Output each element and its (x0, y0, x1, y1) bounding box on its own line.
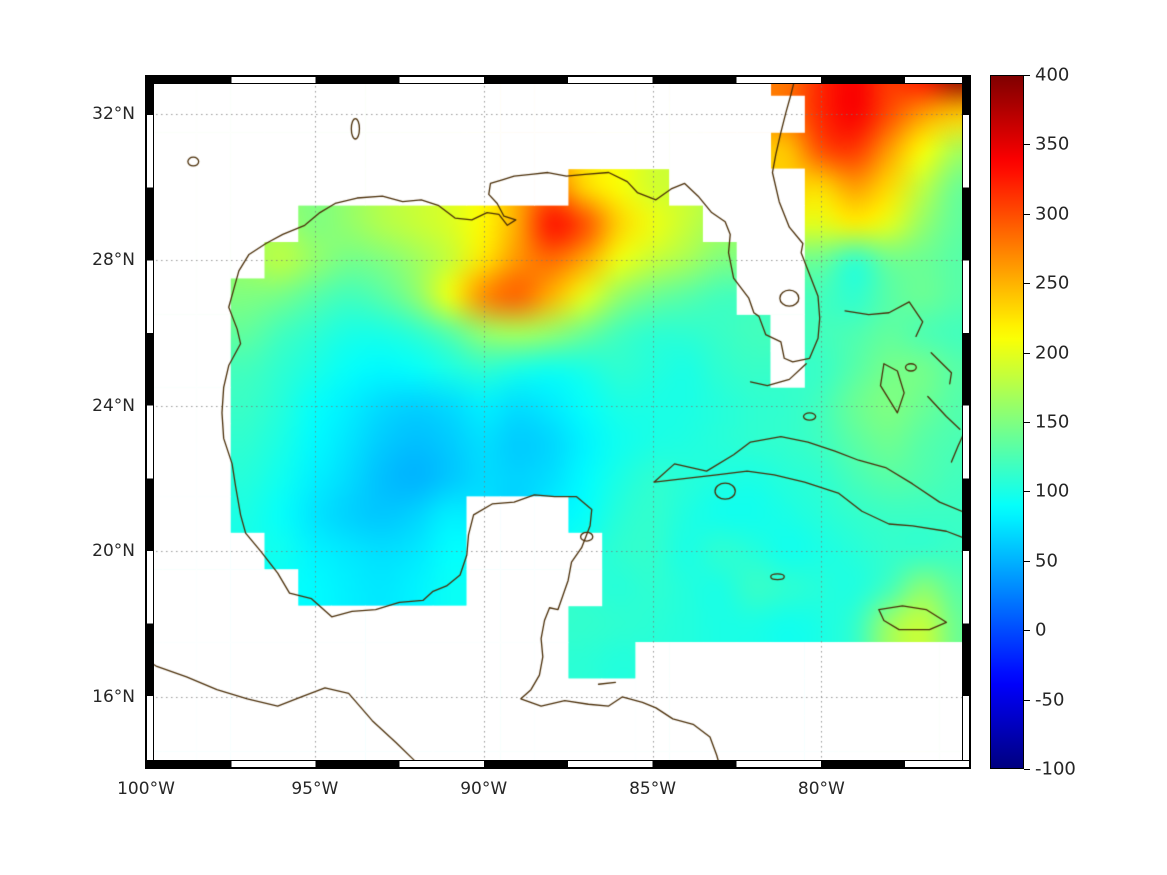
colorbar-tick-label: 200 (1035, 342, 1070, 364)
colorbar-tick-mark (1024, 352, 1030, 354)
colorbar-tick-label: 50 (1035, 550, 1058, 572)
colorbar-tick-mark (1024, 630, 1030, 632)
colorbar-tick-label: -50 (1035, 689, 1065, 711)
colorbar-tick-mark (1024, 75, 1030, 76)
x-axis-tick-label: 100°W (117, 779, 175, 799)
colorbar-tick-label: 250 (1035, 272, 1070, 294)
map-frame-zebra-left (146, 76, 154, 768)
colorbar-tick-mark (1024, 491, 1030, 493)
colorbar-tick-label: 100 (1035, 480, 1070, 502)
colorbar (990, 75, 1024, 769)
x-axis-tick-label: 80°W (797, 779, 845, 799)
y-axis-tick-label: 20°N (92, 541, 135, 562)
y-axis-tick-label: 16°N (92, 686, 135, 707)
colorbar-tick-label: -100 (1035, 758, 1076, 780)
x-axis-tick-label: 85°W (629, 779, 677, 799)
colorbar-tick-label: 400 (1035, 64, 1070, 86)
x-axis-tick-label: 90°W (460, 779, 508, 799)
colorbar-tick-label: 0 (1035, 619, 1047, 641)
colorbar-tick-mark (1024, 422, 1030, 423)
colorbar-tick-mark (1024, 560, 1030, 562)
map-frame-zebra-bottom (146, 760, 970, 768)
map-frame-zebra-right (962, 76, 970, 768)
y-axis-tick-label: 32°N (92, 104, 135, 125)
y-axis-tick-label: 28°N (92, 249, 135, 270)
map-canvas (146, 76, 970, 768)
colorbar-tick-label: 300 (1035, 203, 1070, 225)
colorbar-tick-mark (1024, 283, 1030, 285)
colorbar-tick-mark (1024, 769, 1030, 770)
colorbar-tick-mark (1024, 144, 1030, 146)
y-axis-tick-label: 24°N (92, 395, 135, 416)
colorbar-tick-label: 150 (1035, 411, 1070, 433)
colorbar-tick-mark (1024, 699, 1030, 701)
x-axis-tick-label: 95°W (291, 779, 339, 799)
colorbar-tick-label: 350 (1035, 133, 1070, 155)
map-frame-zebra-top (146, 76, 970, 84)
colorbar-gradient (991, 76, 1023, 768)
map-plot (145, 75, 971, 769)
colorbar-tick-mark (1024, 213, 1030, 215)
